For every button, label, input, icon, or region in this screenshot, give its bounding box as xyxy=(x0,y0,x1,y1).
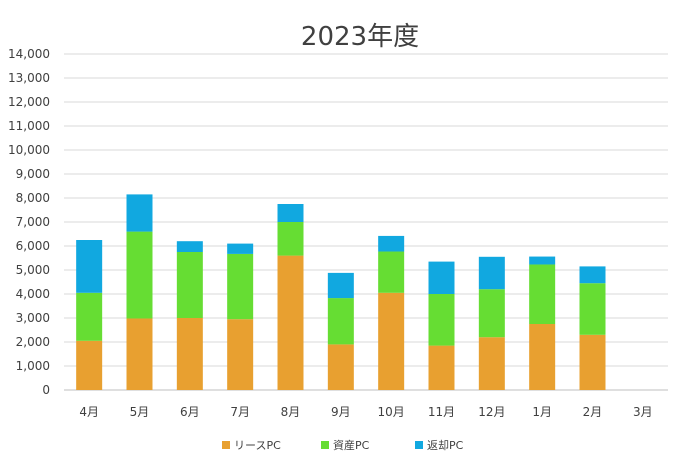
bar-segment xyxy=(529,324,556,390)
bar-segment xyxy=(579,266,606,284)
x-tick-label: 4月 xyxy=(79,405,99,419)
y-tick-label: 3,000 xyxy=(16,311,50,325)
y-tick-label: 10,000 xyxy=(8,143,50,157)
bar-segment xyxy=(428,261,455,294)
bar-segment xyxy=(277,222,304,256)
y-tick-label: 13,000 xyxy=(8,71,50,85)
x-tick-label: 2月 xyxy=(583,405,603,419)
bar-segment xyxy=(227,253,254,320)
y-tick-label: 12,000 xyxy=(8,95,50,109)
gridlines xyxy=(64,53,668,391)
x-tick-label: 9月 xyxy=(331,405,351,419)
x-tick-label: 8月 xyxy=(281,405,301,419)
bar-segment xyxy=(126,231,153,319)
legend-label: 資産PC xyxy=(333,439,370,452)
bar-segment xyxy=(327,298,354,345)
legend-item: 返却PC xyxy=(415,439,464,452)
y-tick-label: 11,000 xyxy=(8,119,50,133)
bar-segment xyxy=(176,241,203,252)
x-tick-label: 12月 xyxy=(478,405,505,419)
bar-segment xyxy=(277,255,304,390)
bar-segment xyxy=(428,294,455,346)
bar-segment xyxy=(529,256,556,265)
legend-item: 資産PC xyxy=(321,439,370,452)
x-tick-label: 1月 xyxy=(532,405,552,419)
legend-item: リースPC xyxy=(222,439,281,452)
bar-segment xyxy=(579,334,606,390)
bar-segment xyxy=(478,256,505,290)
y-tick-label: 7,000 xyxy=(16,215,50,229)
bar-segment xyxy=(76,240,103,293)
y-axis-ticks: 0 1,000 2,000 3,000 4,000 5,000 6,000 7,000 8,00… xyxy=(8,47,50,397)
bars xyxy=(76,194,606,390)
x-axis-ticks: 4月 5月 6月 7月 8月 9月 10月 11月 12月 1月 2月 3月 xyxy=(79,405,652,419)
x-tick-label: 5月 xyxy=(130,405,150,419)
y-tick-label: 9,000 xyxy=(16,167,50,181)
y-tick-label: 8,000 xyxy=(16,191,50,205)
bar-segment xyxy=(227,319,254,390)
y-tick-label: 5,000 xyxy=(16,263,50,277)
legend-swatch xyxy=(415,441,423,449)
x-tick-label: 7月 xyxy=(230,405,250,419)
y-tick-label: 6,000 xyxy=(16,239,50,253)
bar-segment xyxy=(76,340,103,390)
bar-segment xyxy=(579,283,606,335)
legend-swatch xyxy=(222,441,230,449)
bar-segment xyxy=(176,318,203,390)
x-tick-label: 3月 xyxy=(633,405,653,419)
bar-segment xyxy=(378,251,405,293)
bar-segment xyxy=(378,292,405,390)
legend-label: 返却PC xyxy=(427,439,464,452)
bar-segment xyxy=(277,204,304,222)
bar-segment xyxy=(227,243,254,254)
x-tick-label: 11月 xyxy=(428,405,455,419)
y-tick-label: 2,000 xyxy=(16,335,50,349)
bar-segment xyxy=(428,345,455,390)
x-tick-label: 10月 xyxy=(378,405,405,419)
y-tick-label: 14,000 xyxy=(8,47,50,61)
chart-title: 2023年度 xyxy=(301,22,419,52)
bar-segment xyxy=(478,289,505,338)
bar-segment xyxy=(327,344,354,390)
legend-swatch xyxy=(321,441,329,449)
y-tick-label: 0 xyxy=(42,383,50,397)
y-tick-label: 1,000 xyxy=(16,359,50,373)
bar-segment xyxy=(176,252,203,318)
bar-segment xyxy=(126,194,153,232)
bar-segment xyxy=(327,272,354,299)
legend: リースPC 資産PC 返却PC xyxy=(222,439,464,452)
y-tick-label: 4,000 xyxy=(16,287,50,301)
x-tick-label: 6月 xyxy=(180,405,200,419)
bar-segment xyxy=(478,337,505,390)
bar-segment xyxy=(529,264,556,324)
bar-segment xyxy=(76,292,103,341)
legend-label: リースPC xyxy=(234,439,281,452)
bar-segment xyxy=(378,235,405,252)
bar-segment xyxy=(126,318,153,390)
